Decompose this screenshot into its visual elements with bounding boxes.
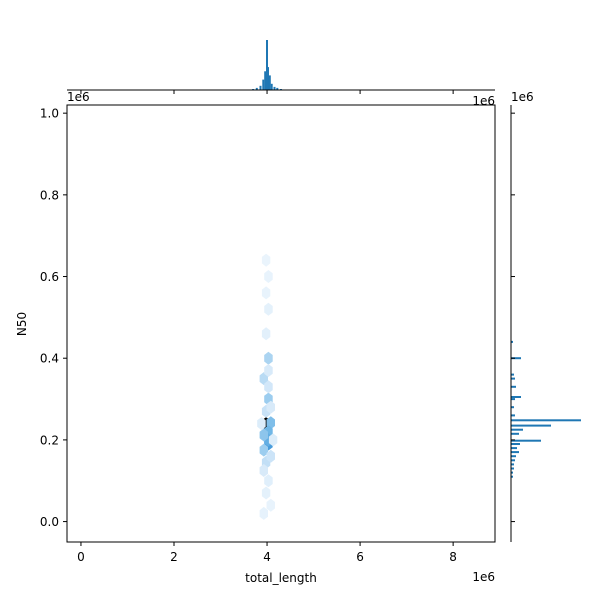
right-histogram-bar xyxy=(511,455,516,458)
top-histogram-bar xyxy=(266,40,268,90)
right-histogram-bar xyxy=(511,432,519,435)
top-histogram-bar xyxy=(255,87,258,90)
top-histogram-bar xyxy=(270,83,273,91)
x-tick-label: 2 xyxy=(170,550,178,564)
y-tick-label: 0.4 xyxy=(40,352,59,366)
hexbin-cell xyxy=(259,464,268,477)
hexbin-cell xyxy=(261,327,271,341)
hexbin-cell xyxy=(259,506,268,520)
right-marginal-histogram xyxy=(510,105,581,542)
right-histogram-bar xyxy=(511,414,515,417)
right-histogram-bar xyxy=(511,475,513,478)
top-marginal-offset-label: 1e6 xyxy=(472,94,495,108)
hexbin-cell xyxy=(264,474,273,488)
top-histogram-bar xyxy=(268,75,271,90)
top-histogram-bar xyxy=(276,87,279,90)
right-histogram-bar xyxy=(511,419,581,422)
right-histogram-bar xyxy=(511,396,521,398)
hexbin-cell xyxy=(264,380,273,394)
right-histogram-bar xyxy=(511,471,513,474)
hexbin-cell xyxy=(259,443,268,457)
y-tick-label: 0.6 xyxy=(40,270,59,284)
hexbin-cell xyxy=(264,364,273,377)
y-tick-label: 0.2 xyxy=(40,433,59,447)
hexbin-cell xyxy=(261,286,271,300)
right-marginal-offset-label: 1e6 xyxy=(511,90,534,104)
y-offset-label: 1e6 xyxy=(67,90,90,104)
right-histogram-bar xyxy=(511,424,551,427)
x-tick-label: 4 xyxy=(263,550,271,564)
right-histogram-bar xyxy=(511,357,521,360)
top-histogram-bar xyxy=(262,79,265,90)
x-tick-label: 0 xyxy=(77,550,85,564)
hexbin-cells xyxy=(257,253,278,520)
top-histogram-bars xyxy=(252,40,282,91)
hexbin-cell xyxy=(257,417,266,431)
y-axis-label: N50 xyxy=(15,312,29,336)
hexbin-cell xyxy=(264,270,273,283)
y-tick-label: 1.0 xyxy=(40,107,59,121)
x-tick-label: 6 xyxy=(356,550,364,564)
right-histogram-bar xyxy=(511,451,519,454)
hexbin-cell xyxy=(264,351,273,365)
hexbin-cell xyxy=(264,302,273,316)
hexbin-cell xyxy=(266,449,275,463)
top-marginal-ticks xyxy=(80,90,454,94)
right-histogram-bar xyxy=(511,377,515,380)
hexbin-cell xyxy=(259,428,268,442)
right-histogram-bar xyxy=(511,428,523,431)
right-histogram-bar xyxy=(511,459,515,462)
top-marginal-histogram xyxy=(67,40,495,94)
right-histogram-bar xyxy=(511,340,513,343)
top-histogram-bar xyxy=(259,85,262,90)
right-histogram-bar xyxy=(511,398,515,401)
x-offset-label: 1e6 xyxy=(472,570,495,584)
right-histogram-bar xyxy=(511,439,541,442)
x-axis-ticks: 0 2 4 6 8 xyxy=(77,542,457,564)
right-histogram-bar xyxy=(511,467,514,470)
plot-frame xyxy=(66,104,496,543)
right-histogram-bar xyxy=(511,447,517,450)
hexbin-cell xyxy=(259,372,268,386)
hexbin-cell xyxy=(261,486,271,500)
top-histogram-bar xyxy=(267,67,269,90)
x-tick-label: 8 xyxy=(449,550,457,564)
top-histogram-bar xyxy=(264,71,267,91)
x-axis-label: total_length xyxy=(245,571,317,585)
hexbin-cell xyxy=(266,498,275,512)
top-histogram-bar xyxy=(273,86,276,90)
right-histogram-bar xyxy=(511,385,516,388)
y-tick-label: 0.8 xyxy=(40,188,59,202)
hexbin-cell xyxy=(261,253,271,267)
right-histogram-bar xyxy=(511,463,514,466)
y-tick-label: 0.0 xyxy=(40,515,59,529)
right-histogram-bars xyxy=(511,340,581,478)
right-histogram-bar xyxy=(511,406,514,409)
y-axis-ticks: 0.0 0.2 0.4 0.6 0.8 1.0 xyxy=(40,107,67,529)
right-histogram-bar xyxy=(511,373,514,376)
right-histogram-bar xyxy=(511,443,520,445)
right-marginal-ticks xyxy=(511,112,515,523)
main-plot-area: 0 2 4 6 8 0.0 0.2 0.4 0.6 0.8 1.0 xyxy=(40,104,496,564)
hexbin-cell xyxy=(268,433,278,447)
hexbin-cell xyxy=(266,400,275,414)
